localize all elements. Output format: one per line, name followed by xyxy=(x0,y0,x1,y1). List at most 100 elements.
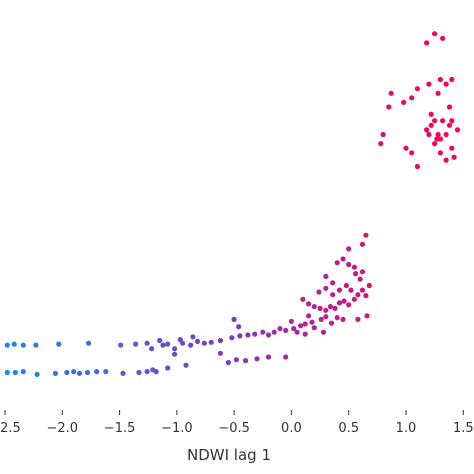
scatter-point xyxy=(355,292,361,298)
scatter-point xyxy=(260,329,266,335)
scatter-point xyxy=(414,86,420,92)
scatter-point xyxy=(336,287,343,293)
scatter-point xyxy=(288,318,294,324)
scatter-point xyxy=(254,356,260,362)
scatter-point xyxy=(291,326,297,332)
scatter-point xyxy=(245,332,251,338)
scatter-point xyxy=(451,154,457,160)
scatter-point xyxy=(351,264,357,270)
scatter-point xyxy=(201,340,207,346)
x-tick-label: −2.5 xyxy=(0,421,21,436)
scatter-point xyxy=(323,314,329,320)
scatter-point xyxy=(52,370,59,376)
scatter-point xyxy=(323,273,329,279)
scatter-point xyxy=(449,76,455,83)
scatter-point xyxy=(437,150,443,156)
scatter-point xyxy=(34,371,40,377)
scatter-point xyxy=(330,292,336,298)
scatter-point xyxy=(380,131,386,138)
scatter-point xyxy=(294,329,300,335)
scatter-point xyxy=(283,354,289,360)
scatter-point xyxy=(76,370,83,376)
scatter-point xyxy=(265,354,272,360)
scatter-point xyxy=(237,333,243,339)
scatter-point xyxy=(346,302,352,308)
scatter-point xyxy=(283,327,289,333)
scatter-point xyxy=(435,131,441,138)
scatter-point xyxy=(330,280,336,286)
scatter-point xyxy=(346,246,352,252)
scatter-point xyxy=(208,339,214,345)
scatter-point xyxy=(320,329,327,335)
scatter-point xyxy=(243,358,249,364)
scatter-point xyxy=(190,334,196,340)
scatter-point xyxy=(323,307,329,313)
scatter-point xyxy=(386,104,392,110)
scatter-point xyxy=(103,369,109,375)
scatter-point xyxy=(194,338,201,344)
scatter-point xyxy=(317,305,323,311)
scatter-point xyxy=(183,362,189,368)
scatter-point xyxy=(144,369,150,375)
x-tick-label: −2.0 xyxy=(47,421,79,436)
scatter-point xyxy=(217,337,223,344)
scatter-point xyxy=(449,118,455,124)
scatter-point xyxy=(229,335,235,341)
scatter-point xyxy=(355,316,361,322)
scatter-point xyxy=(428,122,434,128)
scatter-point xyxy=(172,351,178,357)
x-tick-label: 1.5 xyxy=(453,421,474,436)
scatter-point xyxy=(271,329,277,335)
scatter-point xyxy=(334,260,340,266)
scatter-point xyxy=(265,332,272,338)
scatter-point xyxy=(351,296,357,302)
scatter-point xyxy=(84,369,91,376)
scatter-point xyxy=(357,276,363,282)
scatter-point xyxy=(20,342,26,348)
x-tick-label: 1.0 xyxy=(396,421,417,436)
scatter-point xyxy=(311,304,317,310)
scatter-point xyxy=(300,296,306,302)
scatter-point xyxy=(343,282,349,289)
scatter-point xyxy=(437,76,443,83)
scatter-point xyxy=(217,350,223,356)
scatter-point xyxy=(153,369,159,375)
scatter-point xyxy=(316,289,322,295)
scatter-point xyxy=(94,369,100,375)
scatter-point xyxy=(424,127,430,133)
scatter-point xyxy=(298,323,304,329)
scatter-point xyxy=(144,340,150,346)
scatter-point xyxy=(231,316,237,322)
scatter-point xyxy=(435,90,441,96)
scatter-point xyxy=(363,232,369,238)
scatter-point xyxy=(359,269,366,275)
scatter-point xyxy=(346,261,352,268)
scatter-point xyxy=(403,145,409,151)
scatter-point xyxy=(188,342,194,348)
scatter-point xyxy=(225,359,231,366)
scatter-point xyxy=(443,131,449,138)
scatter-point xyxy=(364,313,370,319)
scatter-point xyxy=(56,341,62,347)
scatter-point xyxy=(323,285,329,291)
scatter-point xyxy=(71,369,77,375)
scatter-point xyxy=(409,150,415,156)
scatter-point xyxy=(233,357,239,363)
scatter-point xyxy=(327,304,333,310)
scatter-point xyxy=(340,316,346,322)
scatter-point xyxy=(353,271,359,277)
x-ticks: −2.5 −2.0 −1.5 −1.0 −0.5 0.0 0.5 1.0 1.5 xyxy=(0,410,474,436)
scatter-point xyxy=(432,118,438,124)
scatter-point xyxy=(4,342,10,348)
scatter-point xyxy=(432,141,438,147)
scatter-point xyxy=(177,337,183,343)
scatter-point xyxy=(20,369,26,375)
scatter-point xyxy=(443,81,449,87)
scatter-point xyxy=(440,35,446,41)
scatter-point xyxy=(118,342,124,348)
scatter-point xyxy=(359,241,366,247)
scatter-point xyxy=(363,293,369,299)
scatter-point xyxy=(341,298,347,304)
scatter-point xyxy=(306,313,312,319)
scatter-point xyxy=(388,90,394,96)
